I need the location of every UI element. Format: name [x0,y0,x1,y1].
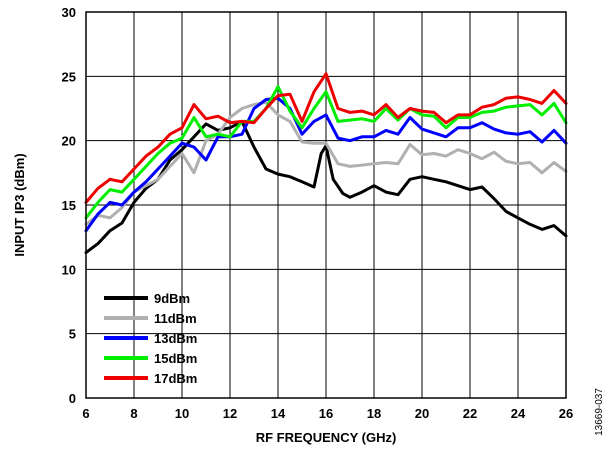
x-tick-label: 12 [223,406,237,421]
y-tick-label: 10 [62,262,76,277]
y-tick-label: 5 [69,327,76,342]
series-line-11dBm [84,100,568,226]
y-tick-label: 25 [62,69,76,84]
x-tick-labels: 6 8 10 12 14 16 18 20 22 24 26 [82,406,573,421]
legend-label: 15dBm [154,351,197,366]
x-axis-title: RF FREQUENCY (GHz) [256,430,397,445]
x-tick-label: 14 [271,406,286,421]
y-tick-labels: 0 5 10 15 20 25 30 [62,5,76,406]
y-tick-label: 0 [69,391,76,406]
legend-label: 13dBm [154,331,197,346]
legend-label: 9dBm [154,291,190,306]
y-tick-label: 15 [62,198,76,213]
plot-frame [85,11,567,399]
figure-id: 13669-037 [594,388,605,436]
x-tick-label: 16 [319,406,333,421]
legend: 9dBm 11dBm 13dBm 15dBm 17dBm [104,291,197,386]
x-tick-label: 6 [82,406,89,421]
x-tick-label: 10 [175,406,189,421]
x-tick-label: 26 [559,406,573,421]
series-line-17dBm [84,72,568,204]
series-layer [84,72,568,255]
y-tick-label: 30 [62,5,76,20]
series-line-15dBm [84,85,568,220]
x-tick-label: 8 [130,406,137,421]
legend-label: 11dBm [154,311,197,326]
x-tick-label: 22 [463,406,477,421]
x-tick-label: 24 [511,406,526,421]
x-tick-label: 18 [367,406,381,421]
y-tick-label: 20 [62,134,76,149]
legend-label: 17dBm [154,371,197,386]
x-tick-label: 20 [415,406,429,421]
series-line-13dBm [84,96,568,233]
y-axis-title: INPUT IP3 (dBm) [12,153,27,256]
